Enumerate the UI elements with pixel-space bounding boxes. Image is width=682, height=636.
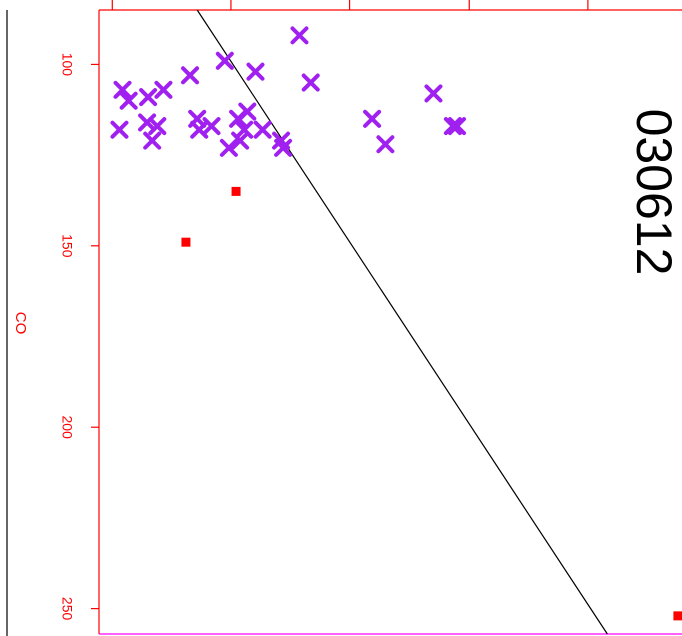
cross-point-24: [238, 102, 257, 121]
square-point-2: [673, 611, 682, 621]
y-tick-label-250: 250: [59, 597, 75, 621]
cross-point-6: [181, 66, 200, 85]
cross-point-4: [139, 88, 158, 107]
square-point-1: [181, 237, 191, 247]
data-points: [110, 26, 682, 621]
chart-title: 030612: [626, 109, 682, 276]
cross-point-3: [119, 91, 138, 110]
cross-point-12: [148, 117, 167, 136]
cross-point-13: [143, 131, 162, 150]
cross-point-19: [231, 131, 250, 150]
cross-point-9: [424, 84, 443, 103]
cross-point-28: [447, 117, 466, 136]
cross-point-2: [154, 80, 173, 99]
cross-point-1: [113, 80, 132, 99]
square-point-0: [231, 186, 241, 196]
cross-point-5: [215, 51, 234, 70]
cross-point-25: [363, 109, 382, 128]
cross-point-21: [253, 120, 272, 139]
cross-point-23: [274, 138, 293, 157]
y-tick-label-100: 100: [59, 53, 75, 77]
reference-line-layer: [196, 9, 608, 635]
axis: 100 150 200 250: [59, 0, 589, 621]
y-tick-label-150: 150: [59, 234, 75, 258]
reference-line: [196, 9, 608, 635]
cross-point-7: [246, 62, 265, 81]
cross-point-27: [443, 117, 462, 136]
cross-point-0: [290, 26, 309, 45]
cross-point-16: [190, 120, 209, 139]
y-tick-label-200: 200: [59, 416, 75, 440]
cross-point-10: [110, 120, 129, 139]
cross-point-26: [376, 135, 395, 154]
plot-frame: [98, 9, 682, 635]
axis-label-co: CO: [12, 312, 29, 335]
cross-point-8: [301, 73, 320, 92]
cross-point-20: [219, 138, 238, 157]
